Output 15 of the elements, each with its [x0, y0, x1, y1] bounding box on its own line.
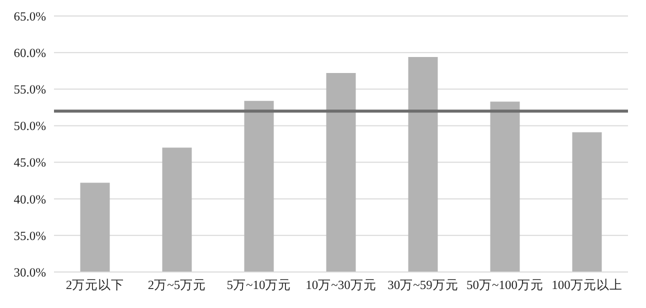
- x-tick-label: 100万元以上: [552, 278, 622, 292]
- y-tick-label: 55.0%: [14, 82, 46, 97]
- y-tick-label: 45.0%: [14, 156, 46, 170]
- y-tick-label: 65.0%: [14, 9, 46, 24]
- x-tick-label: 50万~100万元: [466, 278, 544, 292]
- y-tick-label: 60.0%: [14, 46, 46, 60]
- x-tick-label: 2万~5万元: [148, 278, 206, 292]
- y-tick-label: 40.0%: [14, 192, 46, 206]
- y-tick-label: 30.0%: [14, 265, 46, 280]
- y-tick-label: 50.0%: [14, 119, 46, 134]
- x-tick-label: 30万~59万元: [388, 278, 458, 292]
- x-tick-label: 5万~10万元: [226, 278, 292, 292]
- y-tick-label: 35.0%: [14, 228, 46, 243]
- x-tick-label: 10万~30万元: [306, 278, 376, 292]
- x-tick-label: 2万元以下: [66, 278, 124, 292]
